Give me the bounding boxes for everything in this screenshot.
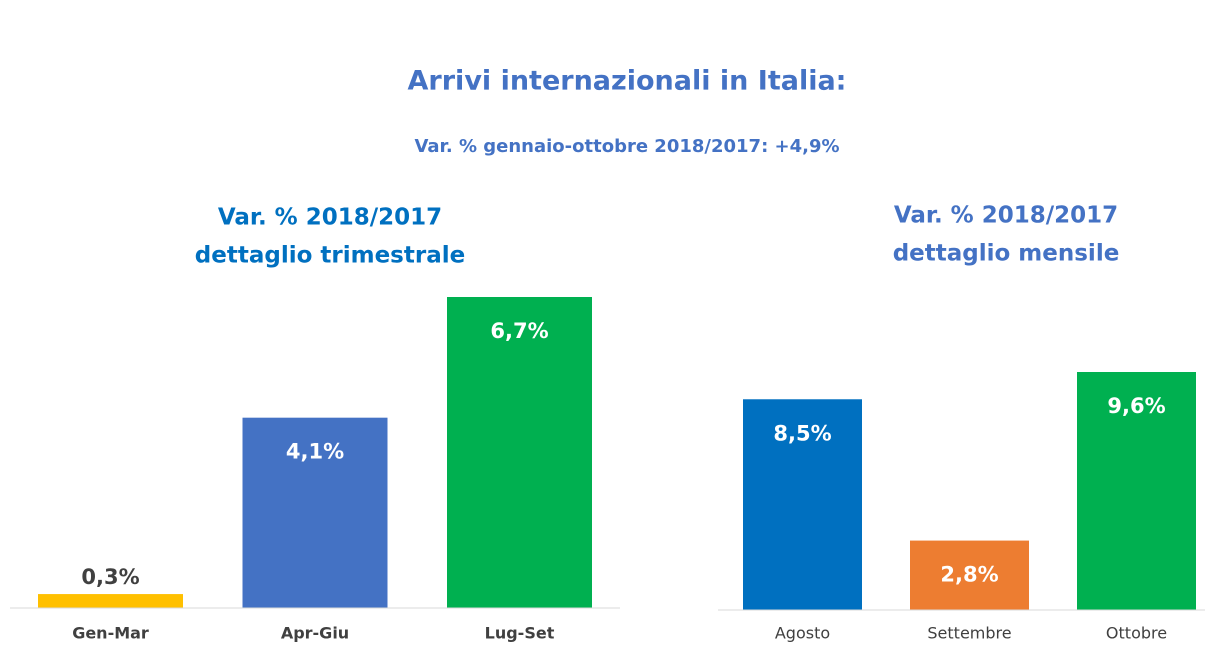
data-label: 9,6% [1107,394,1165,418]
bar [1077,372,1196,610]
chart-title: dettaglio trimestrale [195,243,465,269]
x-tick-label: Ottobre [1106,624,1167,643]
data-label: 4,1% [286,440,344,464]
chart-title: Var. % 2018/2017 [894,203,1118,229]
data-label: 8,5% [773,421,831,445]
x-tick-label: Apr-Giu [281,624,349,643]
bar [743,399,862,610]
x-tick-label: Lug-Set [485,624,555,643]
chart-title: dettaglio mensile [893,241,1120,267]
page-title: Arrivi internazionali in Italia: [408,66,847,97]
page-subtitle: Var. % gennaio-ottobre 2018/2017: +4,9% [414,136,839,157]
x-tick-label: Settembre [927,624,1011,643]
bar [910,540,1029,610]
data-label: 6,7% [490,319,548,343]
x-tick-label: Agosto [775,624,830,643]
chart-title: Var. % 2018/2017 [218,205,442,231]
bar [38,594,183,608]
x-tick-label: Gen-Mar [72,624,149,643]
bar [447,297,592,608]
data-label: 0,3% [81,565,139,589]
data-label: 2,8% [940,563,998,587]
bar [242,417,388,608]
